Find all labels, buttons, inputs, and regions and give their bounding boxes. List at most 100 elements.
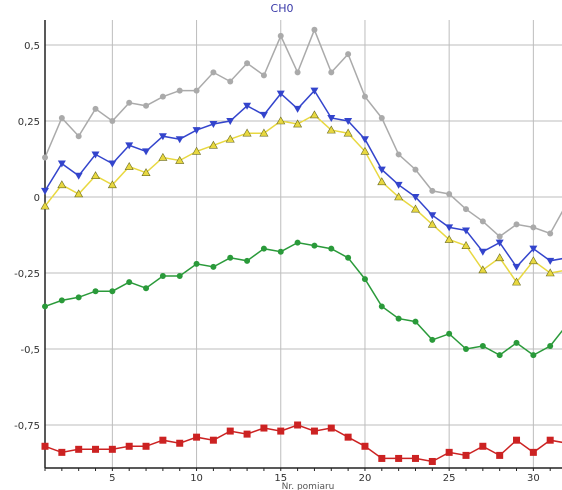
data-point	[75, 445, 83, 453]
data-point	[361, 93, 368, 100]
data-point	[57, 180, 67, 189]
data-point	[546, 436, 554, 444]
data-point	[446, 330, 453, 337]
data-point	[158, 152, 168, 161]
data-point	[479, 342, 486, 349]
data-point	[360, 136, 369, 144]
data-point	[126, 99, 133, 106]
data-point	[227, 78, 234, 85]
data-point	[58, 114, 65, 121]
data-point	[512, 277, 522, 286]
data-point	[58, 448, 66, 456]
data-point	[343, 128, 353, 137]
data-point	[159, 436, 167, 444]
y-tick-label: -0,25	[14, 269, 40, 280]
x-tick-label: 25	[443, 473, 456, 484]
data-point	[193, 87, 200, 94]
data-point	[530, 352, 537, 359]
data-point	[260, 72, 267, 79]
x-tick-label: 10	[190, 473, 203, 484]
data-point	[328, 69, 335, 76]
data-point	[445, 224, 454, 232]
data-point	[478, 265, 488, 274]
data-point	[326, 125, 336, 134]
data-point	[74, 189, 84, 198]
data-point	[277, 248, 284, 255]
data-point	[495, 253, 505, 262]
data-point	[176, 273, 183, 280]
data-point	[277, 32, 284, 39]
series-line	[44, 241, 562, 356]
data-point	[529, 245, 538, 253]
data-point	[310, 87, 319, 95]
data-point	[74, 172, 83, 180]
data-point	[108, 445, 116, 453]
data-point	[175, 155, 185, 164]
data-point	[108, 160, 117, 168]
series-line	[44, 113, 562, 284]
data-point	[259, 128, 269, 137]
data-point	[243, 430, 251, 438]
data-point	[463, 346, 469, 352]
data-point	[412, 318, 419, 325]
x-tick-label: 30	[527, 473, 540, 484]
data-point	[193, 433, 201, 441]
data-point	[176, 87, 183, 94]
series-line	[44, 89, 562, 269]
data-point	[126, 279, 133, 286]
data-point	[361, 276, 368, 283]
data-point	[141, 168, 151, 176]
data-point	[428, 212, 437, 220]
data-point	[478, 248, 487, 256]
data-point	[142, 442, 150, 450]
data-point	[294, 239, 301, 246]
y-tick-label: -0,75	[14, 421, 40, 432]
data-point	[512, 263, 521, 271]
data-point	[142, 148, 151, 156]
data-point	[345, 51, 352, 58]
data-point	[277, 427, 285, 435]
data-point	[344, 118, 353, 125]
data-point	[311, 242, 318, 249]
data-point	[159, 93, 166, 100]
data-point	[529, 448, 537, 456]
data-point	[124, 161, 134, 170]
data-point	[208, 140, 218, 149]
x-tick-labels: 5 10 15 20 25 30	[109, 473, 540, 484]
data-point	[309, 110, 319, 119]
data-point	[294, 69, 301, 76]
x-axis-label: Nr. pomiaru	[282, 482, 335, 490]
data-point	[427, 219, 437, 228]
data-point	[75, 133, 82, 140]
data-point	[411, 454, 419, 462]
y-tick-labels: -0,75 -0,5 -0,25 0 0,25 0,5	[14, 41, 40, 432]
data-point	[463, 206, 469, 213]
data-point	[327, 424, 335, 432]
data-point	[328, 245, 335, 252]
data-point	[528, 256, 538, 265]
series-3	[40, 110, 562, 286]
data-point	[496, 451, 504, 459]
data-point	[58, 297, 65, 304]
data-point	[276, 90, 285, 98]
data-point	[378, 114, 385, 121]
x-tick-label: 20	[359, 473, 372, 484]
data-point	[513, 436, 521, 444]
data-point	[546, 257, 555, 265]
data-point	[75, 294, 82, 301]
data-point	[446, 190, 453, 197]
data-point	[226, 427, 234, 435]
data-point	[227, 254, 234, 261]
data-point	[210, 69, 217, 76]
series-group	[40, 26, 562, 465]
data-point	[412, 166, 419, 173]
data-point	[547, 230, 554, 237]
series-4	[42, 239, 562, 359]
data-point	[42, 154, 48, 161]
data-point	[428, 457, 436, 465]
data-point	[445, 448, 453, 456]
y-tick-label: -0,5	[20, 345, 40, 356]
data-point	[244, 257, 251, 264]
data-point	[158, 133, 167, 141]
